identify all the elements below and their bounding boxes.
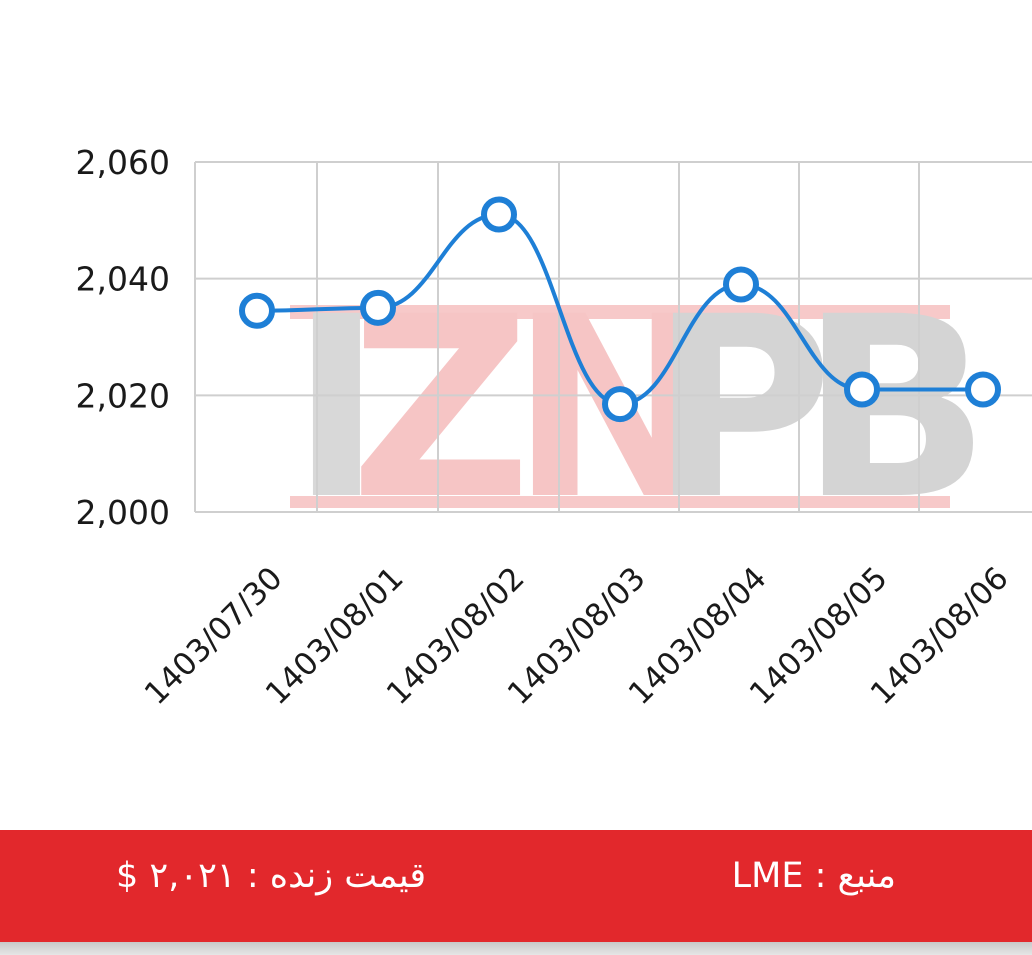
y-tick-label: 2,000 bbox=[76, 493, 170, 532]
series bbox=[239, 196, 1001, 423]
live-price-label: قیمت زنده : ۲,۰۲۱ $ bbox=[116, 856, 427, 896]
grid bbox=[194, 161, 1032, 513]
y-axis: 2,000 2,020 2,040 2,060 bbox=[76, 143, 170, 532]
watermark-letter: B bbox=[800, 263, 991, 554]
data-point bbox=[360, 289, 396, 326]
data-point bbox=[481, 196, 517, 233]
y-tick-label: 2,040 bbox=[76, 260, 170, 299]
watermark-band-bottom bbox=[290, 496, 950, 508]
data-point bbox=[239, 292, 275, 329]
y-tick-label: 2,020 bbox=[76, 376, 170, 415]
y-tick-label: 2,060 bbox=[76, 143, 170, 182]
data-point bbox=[602, 386, 638, 423]
data-point bbox=[844, 371, 880, 408]
data-point bbox=[723, 266, 759, 303]
x-axis: 1403/07/301403/08/011403/08/021403/08/03… bbox=[138, 560, 1016, 712]
source-label: منبع : LME bbox=[731, 856, 896, 896]
bottom-strip bbox=[0, 942, 1032, 955]
footer-bar: قیمت زنده : ۲,۰۲۱ $ منبع : LME bbox=[0, 830, 1032, 942]
watermark-letter: P bbox=[650, 263, 833, 554]
data-point bbox=[965, 371, 1001, 408]
